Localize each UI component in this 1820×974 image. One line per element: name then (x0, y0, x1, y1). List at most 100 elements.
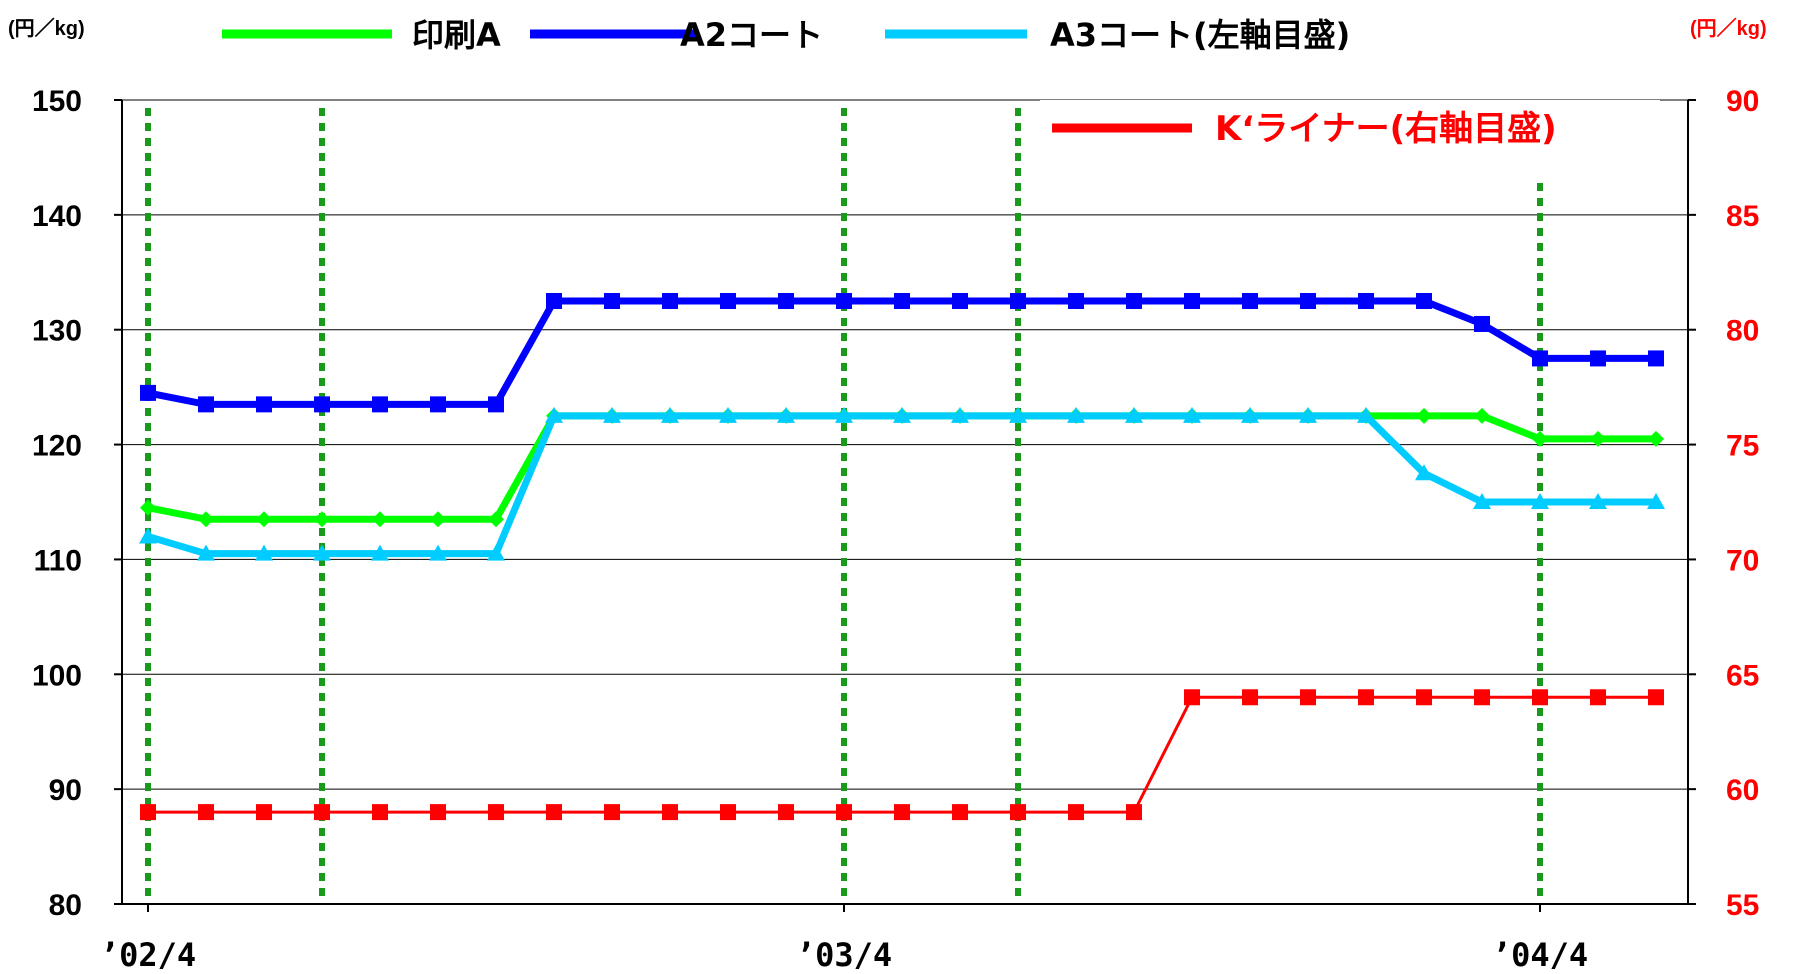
data-point (894, 293, 910, 309)
data-point (952, 804, 968, 821)
data-point (1358, 689, 1374, 706)
data-point (372, 396, 388, 413)
data-point (371, 544, 389, 561)
axes (114, 99, 1696, 912)
legend-label: 印刷A (412, 16, 501, 54)
left-y-tick-label: 90 (49, 774, 82, 807)
data-point (778, 293, 794, 309)
data-point (1126, 293, 1142, 309)
data-point (1474, 315, 1490, 332)
series-line (147, 412, 1656, 523)
legend-label: K‘ライナー(右軸目盛) (1215, 109, 1557, 149)
data-point (1010, 293, 1026, 309)
data-point (256, 396, 272, 413)
data-point (1358, 293, 1374, 309)
data-point (546, 804, 562, 821)
data-point (1589, 493, 1607, 509)
data-point (314, 396, 330, 413)
series-line (147, 412, 1656, 558)
right-y-tick-label: 80 (1726, 315, 1759, 348)
right-axis-unit: (円／kg) (1690, 17, 1767, 40)
data-point (894, 804, 910, 821)
data-point (778, 804, 794, 821)
data-point (1010, 804, 1026, 821)
data-point (255, 544, 273, 561)
data-point (1474, 689, 1490, 706)
data-point (1532, 350, 1548, 367)
data-point (1473, 493, 1491, 509)
data-point (140, 384, 156, 401)
data-point (198, 511, 214, 528)
data-point (603, 406, 621, 423)
series-group (139, 293, 1665, 821)
data-point (545, 406, 563, 423)
x-ticks: ’02/4 ’03/4 ’04/4 (100, 936, 1588, 974)
data-point (314, 511, 330, 528)
data-point (1416, 293, 1432, 309)
data-point (1590, 350, 1606, 367)
right-y-tick-label: 60 (1726, 774, 1759, 807)
data-point (1183, 406, 1201, 423)
data-point (836, 804, 852, 821)
data-point (1648, 430, 1664, 447)
left-y-tick-label: 140 (32, 200, 82, 233)
data-point (1357, 406, 1375, 423)
data-point (720, 293, 736, 309)
data-point (1416, 407, 1432, 424)
data-point (1474, 407, 1490, 424)
right-y-tick-label: 90 (1726, 85, 1759, 118)
data-point (1415, 464, 1433, 481)
legend: 印刷A A2コート A3コート(左軸目盛) K‘ライナー(右軸目盛) (222, 16, 1557, 149)
data-point (662, 804, 678, 821)
data-point (952, 293, 968, 309)
data-point (1532, 430, 1548, 447)
data-point (140, 804, 156, 821)
right-y-ticks: 90 85 80 75 70 65 60 55 (1726, 85, 1759, 922)
data-point (313, 544, 331, 561)
right-y-tick-label: 55 (1726, 889, 1759, 922)
data-point (139, 527, 157, 544)
data-point (488, 396, 504, 413)
x-tick-label: ’03/4 (796, 936, 892, 974)
data-point (1068, 293, 1084, 309)
right-y-tick-label: 85 (1726, 200, 1759, 233)
data-point (1067, 406, 1085, 423)
data-point (314, 804, 330, 821)
data-point (836, 293, 852, 309)
vertical-dotted-lines (145, 108, 1543, 900)
right-y-tick-label: 65 (1726, 659, 1759, 692)
data-point (197, 544, 215, 561)
data-point (662, 293, 678, 309)
series-line (147, 297, 1656, 408)
data-point (719, 406, 737, 423)
left-y-tick-label: 120 (32, 430, 82, 463)
data-point (430, 511, 446, 528)
data-point (546, 293, 562, 309)
data-point (1531, 493, 1549, 509)
data-point (1242, 293, 1258, 309)
data-point (1242, 689, 1258, 706)
data-point (487, 544, 505, 561)
data-point (1300, 293, 1316, 309)
x-tick-label: ’04/4 (1492, 936, 1588, 974)
data-point (1647, 493, 1665, 509)
legend-label: A2コート (680, 16, 823, 54)
legend-box (1040, 100, 1660, 176)
data-point (1300, 689, 1316, 706)
data-point (430, 804, 446, 821)
data-point (430, 396, 446, 413)
data-point (1532, 689, 1548, 706)
left-axis-unit: (円／kg) (8, 17, 85, 40)
left-y-tick-label: 110 (34, 544, 82, 577)
data-point (661, 406, 679, 423)
data-point (893, 406, 911, 423)
legend-label: A3コート(左軸目盛) (1050, 16, 1350, 54)
data-point (1125, 406, 1143, 423)
left-y-tick-label: 150 (32, 85, 82, 118)
data-point (1416, 689, 1432, 706)
data-point (1241, 406, 1259, 423)
data-point (372, 511, 388, 528)
series-line (148, 695, 1656, 814)
legend-background (1040, 100, 1660, 176)
